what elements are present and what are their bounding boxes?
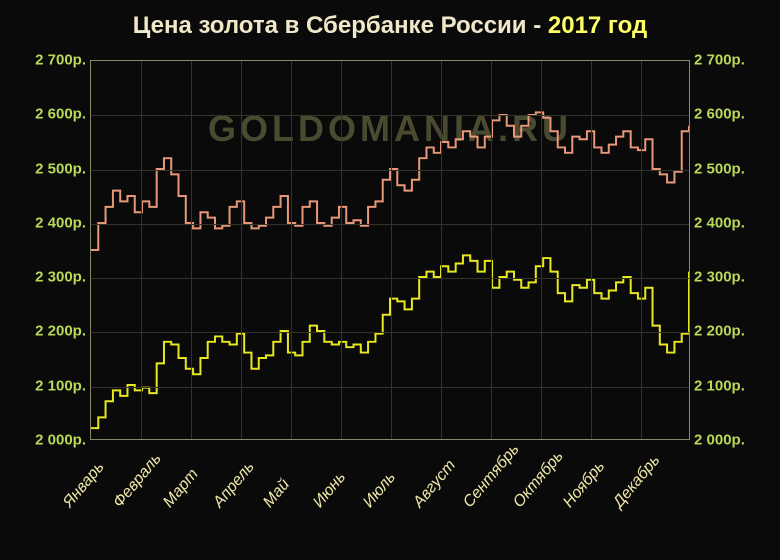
y-axis-label-right: 2 100р. — [694, 377, 745, 394]
grid-line-v — [491, 61, 492, 439]
x-axis-label: Август — [410, 457, 460, 512]
y-axis-label-right: 2 600р. — [694, 106, 745, 123]
x-axis-label: Ноябрь — [560, 458, 609, 512]
grid-line-h — [91, 224, 689, 225]
series-sell — [91, 112, 689, 250]
x-axis-label: Март — [160, 466, 202, 512]
chart-container: Цена золота в Сбербанке России - 2017 го… — [0, 0, 780, 560]
grid-line-v — [541, 61, 542, 439]
grid-line-h — [91, 170, 689, 171]
x-axis-label: Декабрь — [610, 452, 664, 512]
grid-line-h — [91, 387, 689, 388]
y-axis-label-left: 2 300р. — [35, 269, 86, 286]
y-axis-label-right: 2 400р. — [694, 214, 745, 231]
grid-line-v — [241, 61, 242, 439]
grid-line-v — [641, 61, 642, 439]
y-axis-label-left: 2 000р. — [35, 432, 86, 449]
grid-line-v — [591, 61, 592, 439]
y-axis-label-right: 2 500р. — [694, 160, 745, 177]
grid-line-v — [441, 61, 442, 439]
y-axis-label-left: 2 100р. — [35, 377, 86, 394]
y-axis-label-left: 2 500р. — [35, 160, 86, 177]
y-axis-label-left: 2 400р. — [35, 214, 86, 231]
y-axis-label-right: 2 200р. — [694, 323, 745, 340]
grid-line-v — [291, 61, 292, 439]
chart-lines-svg — [91, 61, 689, 439]
title-prefix: Цена золота в Сбербанке России - — [133, 12, 548, 39]
x-axis-label: Июль — [360, 469, 400, 512]
y-axis-label-right: 2 300р. — [694, 269, 745, 286]
y-axis-label-left: 2 600р. — [35, 106, 86, 123]
y-axis-label-left: 2 200р. — [35, 323, 86, 340]
y-axis-label-right: 2 000р. — [694, 432, 745, 449]
x-axis-label: Февраль — [110, 450, 166, 511]
grid-line-h — [91, 278, 689, 279]
grid-line-v — [341, 61, 342, 439]
grid-line-h — [91, 332, 689, 333]
x-axis-label: Апрель — [210, 458, 259, 511]
y-axis-label-right: 2 700р. — [694, 52, 745, 69]
series-buy — [91, 255, 689, 428]
plot-area: GOLDOMANIA.RU — [90, 60, 690, 440]
grid-line-h — [91, 115, 689, 116]
y-axis-label-left: 2 700р. — [35, 52, 86, 69]
grid-line-v — [191, 61, 192, 439]
x-axis-label: Июнь — [310, 469, 350, 512]
grid-line-v — [141, 61, 142, 439]
grid-line-v — [391, 61, 392, 439]
x-axis-label: Май — [260, 476, 294, 512]
chart-title: Цена золота в Сбербанке России - 2017 го… — [0, 0, 780, 48]
x-axis-label: Январь — [60, 459, 108, 512]
title-year: 2017 год — [548, 12, 647, 39]
